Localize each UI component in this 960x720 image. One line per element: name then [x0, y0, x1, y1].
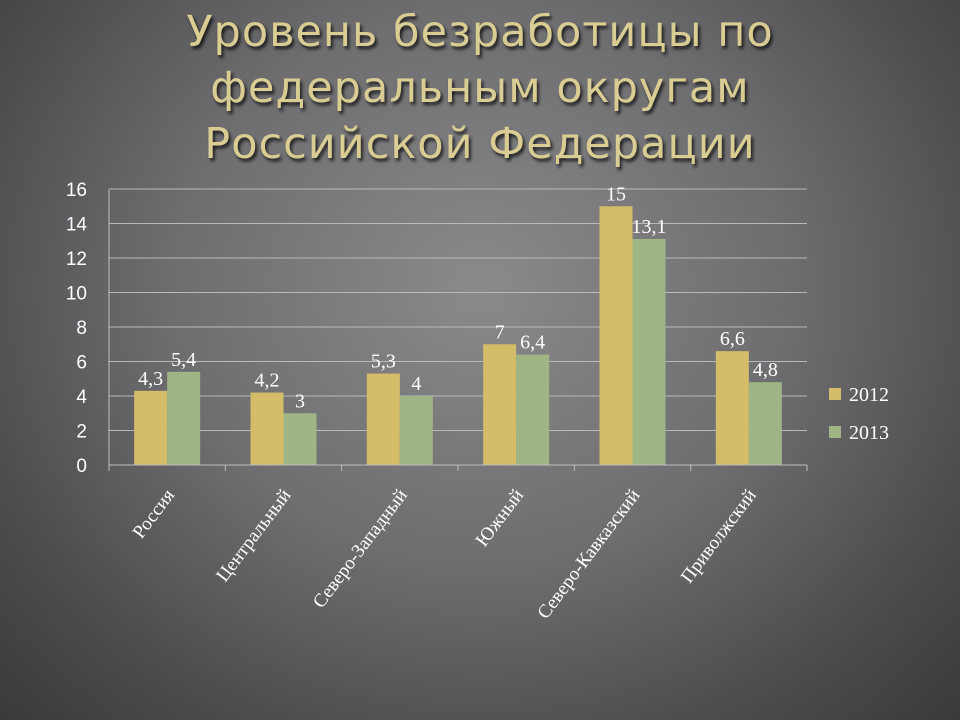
data-label-2013-2: 4 — [411, 373, 421, 395]
title-line-2: федеральным округам — [210, 63, 750, 113]
y-tick-label-8: 8 — [76, 318, 87, 339]
bar-2012-3 — [483, 344, 517, 465]
data-label-2013-1: 3 — [295, 390, 305, 412]
gridlines — [109, 188, 807, 431]
data-label-2012-3: 7 — [495, 321, 505, 343]
y-tick-label-0: 0 — [76, 456, 87, 477]
bar-2012-4 — [599, 206, 633, 465]
category-label-3: Южный — [472, 485, 528, 550]
bar-2012-2 — [366, 373, 400, 465]
y-tick-label-4: 4 — [76, 387, 87, 408]
y-tick-label-14: 14 — [66, 215, 88, 236]
y-tick-label-6: 6 — [76, 353, 87, 374]
bar-2013-3 — [516, 354, 550, 465]
title-line-1: Уровень безработицы по — [186, 7, 774, 57]
bar-2013-2 — [399, 396, 433, 465]
bar-2013-0 — [167, 371, 201, 465]
data-label-2013-0: 5,4 — [171, 349, 196, 371]
legend-label-2013: 2013 — [849, 422, 889, 444]
data-label-2013-3: 6,4 — [520, 332, 545, 354]
chart-title: Уровень безработицы по федеральным округ… — [0, 4, 960, 172]
y-tick-label-12: 12 — [66, 249, 87, 270]
category-label-4: Северо-Кавказский — [533, 485, 644, 623]
y-tick-label-16: 16 — [66, 180, 87, 201]
data-labels: 4,3 5,4 4,2 3 5,3 4 7 6,4 15 13,1 6,6 4,8 — [138, 183, 778, 412]
bar-2013-4 — [632, 239, 666, 465]
bar-2012-5 — [715, 351, 749, 465]
legend-swatch-2012 — [829, 388, 841, 400]
category-label-2: Северо-Западный — [309, 485, 412, 612]
data-label-2013-5: 4,8 — [753, 359, 778, 381]
x-axis: Россия Центральный Северо-Западный Южный Сев… — [108, 189, 808, 623]
bar-2012-0 — [134, 390, 168, 465]
bar-2012-1 — [250, 392, 284, 465]
data-label-2012-1: 4,2 — [255, 370, 280, 392]
category-label-1: Центральный — [212, 485, 295, 586]
data-label-2012-5: 6,6 — [720, 328, 745, 350]
bar-2013-1 — [283, 413, 317, 465]
y-tick-label-2: 2 — [76, 422, 87, 443]
legend-label-2012: 2012 — [849, 384, 889, 406]
title-line-3: Российской Федерации — [204, 119, 756, 169]
category-label-0: Россия — [129, 485, 180, 542]
category-label-5: Приволжский — [677, 485, 761, 587]
legend-swatch-2013 — [829, 426, 841, 438]
legend: 2012 2013 — [829, 384, 889, 444]
bars — [134, 206, 782, 465]
y-tick-label-10: 10 — [66, 284, 87, 305]
bar-2013-5 — [748, 382, 782, 465]
data-label-2012-4: 15 — [606, 183, 626, 205]
data-label-2012-2: 5,3 — [371, 351, 396, 373]
data-label-2013-4: 13,1 — [632, 216, 667, 238]
y-axis-ticks: 0 2 4 6 8 10 12 14 16 — [66, 180, 88, 477]
data-label-2012-0: 4,3 — [138, 368, 163, 390]
